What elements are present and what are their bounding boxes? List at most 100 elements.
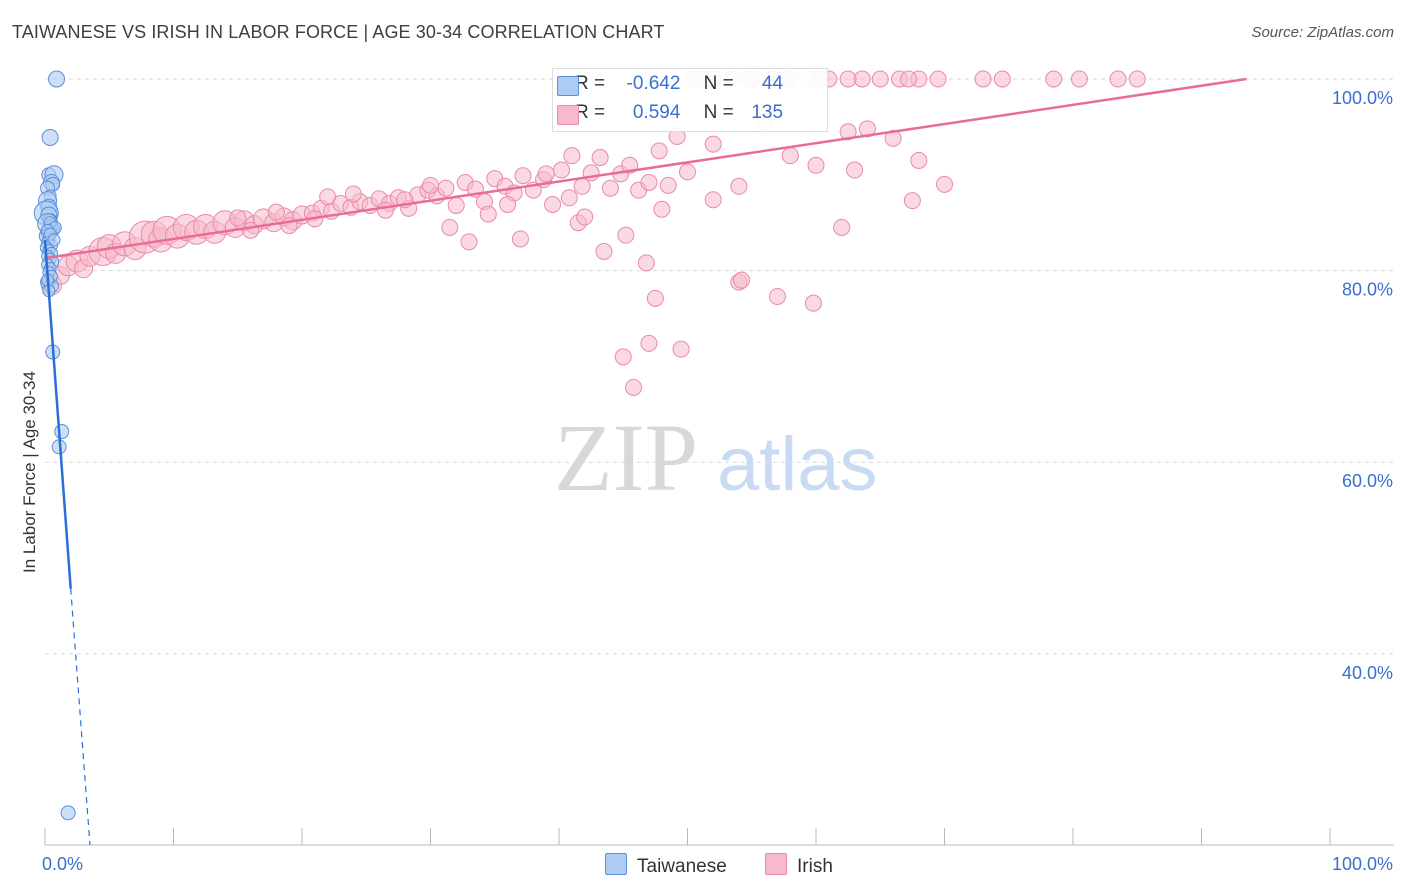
irish-point-97	[732, 271, 750, 289]
irish-point-113	[974, 70, 992, 88]
irish-point-64	[640, 173, 658, 191]
irish-point-57	[573, 177, 591, 195]
taiwanese-points	[33, 70, 76, 821]
irish-point-86	[646, 289, 664, 307]
irish-point-135	[479, 205, 497, 223]
irish-point-55	[553, 161, 571, 179]
irish-point-114	[993, 70, 1011, 88]
irish-point-44	[447, 196, 465, 214]
taiwanese-trend-line	[43, 239, 72, 589]
irish-point-99	[653, 200, 671, 218]
irish-point-75	[858, 120, 876, 138]
irish-point-56	[563, 147, 581, 165]
irish-point-59	[591, 149, 609, 167]
taiwanese-point-25	[54, 424, 70, 440]
legend-irish[interactable]: Irish	[765, 853, 833, 877]
irish-point-60	[601, 179, 619, 197]
irish-point-109	[871, 70, 889, 88]
r-value: -0.642	[626, 73, 681, 94]
stats-box: R = -0.642 N = 44 R = 0.594 N = 135	[552, 68, 828, 132]
irish-point-80	[460, 233, 478, 251]
irish-point-81	[511, 230, 529, 248]
legend-taiwanese[interactable]: Taiwanese	[605, 853, 727, 877]
taiwanese-point-27	[60, 805, 76, 821]
y-tick-label-80: 80.0%	[1342, 280, 1393, 300]
irish-point-132	[377, 201, 395, 219]
trend-lines	[43, 77, 1247, 846]
y-tick-label-40: 40.0%	[1342, 663, 1393, 683]
irish-point-92	[768, 287, 786, 305]
irish-point-83	[595, 242, 613, 260]
irish-point-127	[267, 203, 285, 221]
stats-row-taiwanese: R = -0.642 N = 44	[557, 73, 784, 99]
irish-point-108	[839, 70, 857, 88]
n-label: N =	[703, 102, 734, 123]
legend-irish-swatch	[765, 853, 787, 875]
irish-point-51	[514, 167, 532, 185]
irish-point-93	[804, 294, 822, 312]
irish-swatch	[557, 105, 579, 125]
irish-point-79	[441, 218, 459, 236]
irish-point-116	[1070, 70, 1088, 88]
stats-row-irish: R = 0.594 N = 135	[557, 102, 784, 128]
watermark: ZIP atlas	[554, 404, 878, 511]
irish-point-131	[344, 185, 362, 203]
irish-point-95	[846, 161, 864, 179]
legend-taiwanese-swatch	[605, 853, 627, 875]
grid-lines	[45, 78, 1394, 655]
n-value: 44	[761, 73, 784, 94]
irish-point-68	[679, 163, 696, 181]
n-label: N =	[703, 73, 734, 94]
irish-point-90	[625, 378, 643, 396]
irish-point-139	[576, 208, 594, 226]
r-label: R =	[575, 73, 606, 94]
irish-point-73	[807, 156, 825, 174]
irish-point-94	[833, 218, 851, 236]
taiwanese-point-0	[48, 70, 66, 88]
irish-point-89	[672, 340, 690, 358]
irish-point-70	[730, 177, 748, 195]
irish-point-115	[1045, 70, 1063, 88]
irish-point-124	[900, 70, 918, 88]
irish-trend-line	[44, 77, 1247, 260]
irish-point-69	[704, 135, 722, 153]
irish-point-96	[903, 192, 921, 210]
irish-point-72	[781, 147, 799, 165]
irish-point-54	[544, 195, 562, 213]
tick-labels: 40.0% 60.0% 80.0% 100.0% 0.0% 100.0%	[42, 88, 1393, 874]
irish-point-138	[560, 189, 578, 207]
irish-points	[40, 70, 1146, 396]
irish-point-98	[704, 191, 722, 209]
irish-point-85	[637, 254, 655, 272]
irish-point-77	[910, 151, 928, 169]
irish-point-125	[229, 209, 247, 227]
irish-point-43	[437, 179, 455, 197]
irish-point-78	[936, 175, 953, 193]
irish-point-123	[853, 70, 871, 88]
irish-point-134	[422, 176, 439, 194]
irish-point-136	[499, 195, 517, 213]
watermark-zip: ZIP	[554, 404, 698, 511]
taiwanese-point-1	[41, 128, 59, 146]
source-label: Source: ZipAtlas.com	[1251, 24, 1394, 41]
legend-taiwanese-label: Taiwanese	[637, 856, 727, 877]
r-label: R =	[575, 102, 606, 123]
irish-point-87	[614, 348, 632, 366]
irish-point-126	[242, 221, 260, 239]
irish-point-65	[650, 142, 668, 160]
y-tick-label-60: 60.0%	[1342, 471, 1393, 491]
y-tick-label-100: 100.0%	[1332, 88, 1393, 108]
legend-irish-label: Irish	[797, 856, 833, 877]
irish-point-74	[839, 123, 857, 141]
taiwanese-trend-extension	[70, 588, 91, 846]
r-value: 0.594	[632, 102, 681, 123]
irish-point-88	[640, 334, 658, 352]
taiwanese-point-32	[47, 233, 61, 247]
n-value: 135	[751, 102, 784, 123]
chart-title: TAIWANESE VS IRISH IN LABOR FORCE | AGE …	[12, 22, 665, 42]
x-tick-label-max: 100.0%	[1332, 854, 1393, 874]
irish-point-84	[617, 226, 635, 244]
watermark-atlas: atlas	[717, 422, 878, 507]
irish-point-117	[1109, 70, 1127, 88]
